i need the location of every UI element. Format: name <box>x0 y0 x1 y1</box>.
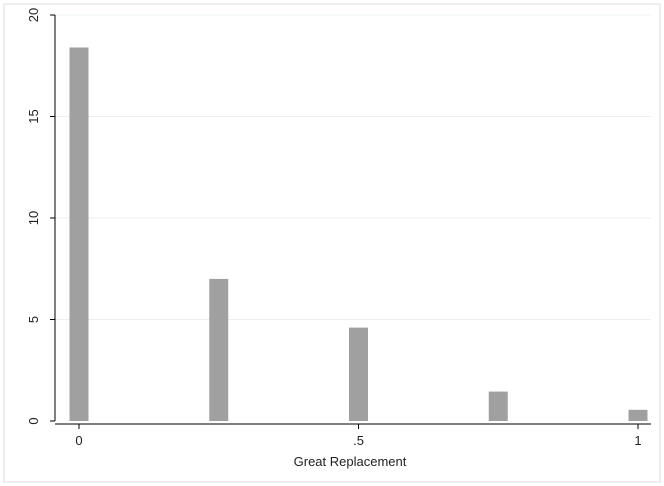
bar-1 <box>209 278 229 421</box>
outer-frame <box>3 3 661 483</box>
bar-4 <box>628 409 648 421</box>
y-tick-label-15: 15 <box>26 109 41 123</box>
axes <box>50 14 651 429</box>
bars <box>69 47 648 421</box>
x-tick-label-2: 1 <box>634 433 641 448</box>
x-axis-title: Great Replacement <box>294 454 407 469</box>
bar-3 <box>488 391 508 421</box>
x-tick-label-1: .5 <box>353 433 364 448</box>
gridlines <box>55 14 651 320</box>
x-tick-label-0: 0 <box>75 433 82 448</box>
bar-0 <box>69 47 89 421</box>
tick-labels: 0 5 10 15 20 0 .5 1 <box>26 8 642 448</box>
y-tick-label-0: 0 <box>26 417 41 424</box>
bar-2 <box>349 327 368 421</box>
y-tick-label-5: 5 <box>26 316 41 323</box>
y-tick-label-20: 20 <box>26 8 41 22</box>
y-tick-label-10: 10 <box>26 211 41 225</box>
